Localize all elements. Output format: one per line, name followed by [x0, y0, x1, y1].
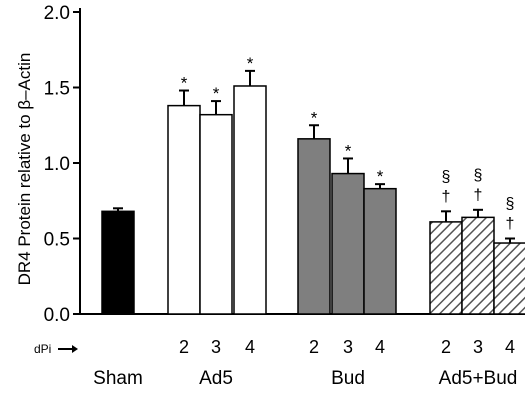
bar [493, 242, 525, 315]
group-label: Ad5 [199, 368, 233, 389]
significance-mark: * [181, 74, 188, 93]
bar [429, 221, 463, 315]
significance-mark: * [311, 108, 318, 127]
significance-mark: * [345, 141, 352, 160]
significance-mark: § [442, 168, 451, 185]
y-tick-label: 1.0 [44, 154, 70, 175]
bar [461, 216, 495, 315]
group-label: Ad5+Bud [439, 368, 518, 389]
x-tick-label: 3 [343, 337, 353, 357]
significance-mark: * [377, 167, 384, 186]
significance-mark: † [506, 216, 515, 233]
x-tick-label: 3 [473, 337, 483, 357]
bar [233, 85, 267, 315]
y-tick-label: 2.0 [44, 3, 70, 24]
significance-mark: § [474, 167, 483, 184]
significance-mark: † [442, 188, 451, 205]
bar [363, 187, 397, 315]
x-tick-label: 2 [309, 337, 319, 357]
y-tick-label: 0.0 [44, 305, 70, 326]
group-label: Sham [93, 368, 143, 389]
y-tick-label: 0.5 [44, 230, 70, 251]
dpi-arrowhead [72, 345, 78, 353]
dpi-label: dPi [34, 342, 51, 356]
y-axis-title: DR4 Protein relative to β–Actin [15, 53, 34, 286]
significance-mark: † [474, 187, 483, 204]
bar [167, 104, 201, 315]
x-tick-label: 4 [505, 337, 515, 357]
y-tick-label: 1.5 [44, 79, 70, 100]
x-tick-label: 2 [441, 337, 451, 357]
x-tick-label: 2 [179, 337, 189, 357]
significance-mark: * [213, 84, 220, 103]
significance-mark: § [506, 196, 515, 213]
bar [297, 138, 331, 315]
x-tick-label: 3 [211, 337, 221, 357]
group-label: Bud [331, 368, 365, 389]
bar [331, 172, 365, 315]
x-tick-label: 4 [245, 337, 255, 357]
significance-mark: * [247, 54, 254, 73]
x-tick-label: 4 [375, 337, 385, 357]
bar [101, 210, 135, 315]
bar [199, 113, 233, 315]
